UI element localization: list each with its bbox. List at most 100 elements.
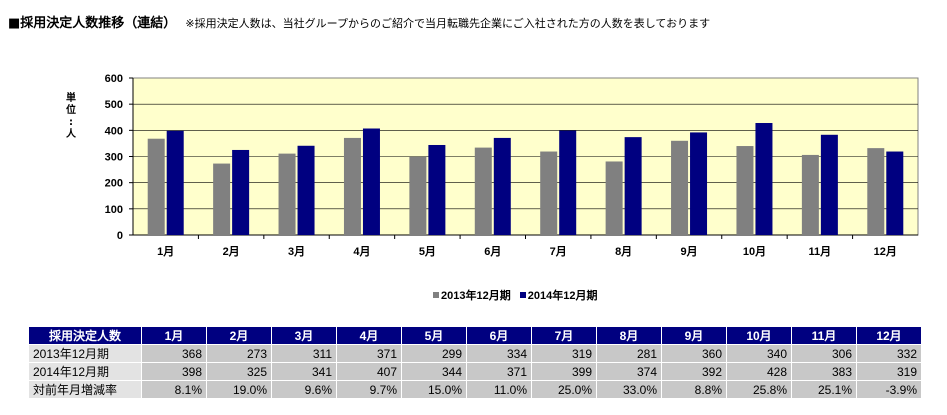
bar-2013: [671, 140, 689, 235]
y-tick-label: 400: [105, 125, 123, 137]
title-row: ■採用決定人数推移（連結） ※採用決定人数は、当社グループからのご紹介で当月転職…: [8, 12, 710, 31]
x-tick-label: 12月: [874, 245, 897, 258]
table-cell: 371: [336, 344, 402, 363]
column-header: 8月: [596, 326, 662, 345]
table-cell: 25.8%: [726, 380, 792, 399]
table-cell: 341: [271, 362, 337, 381]
chart-title: ■採用決定人数推移（連結）: [8, 16, 177, 31]
legend-swatch-2013: [433, 292, 439, 298]
x-tick-label: 10月: [743, 245, 766, 258]
bar-2013: [736, 146, 754, 235]
x-tick-label: 2月: [223, 245, 240, 258]
bar-2013: [474, 147, 492, 235]
column-header: 6月: [466, 326, 532, 345]
table-cell: 392: [661, 362, 727, 381]
legend-label-2014: 2014年12月期: [527, 290, 598, 302]
table-cell: 33.0%: [596, 380, 662, 399]
table-cell: 344: [401, 362, 467, 381]
y-tick-label: 0: [117, 230, 123, 242]
table-cell: 374: [596, 362, 662, 381]
y-axis-label-char: 位: [66, 105, 76, 116]
table-cell: 19.0%: [206, 380, 272, 399]
column-header: 11月: [791, 326, 857, 345]
table-cell: 299: [401, 344, 467, 363]
x-tick-label: 7月: [550, 245, 567, 258]
y-tick-label: 500: [105, 99, 123, 111]
table-cell: 306: [791, 344, 857, 363]
row-label: 2014年12月期: [28, 362, 142, 381]
column-header: 1月: [141, 326, 207, 345]
x-tick-label: 8月: [615, 245, 632, 258]
bar-2013: [213, 163, 231, 235]
table-header-row: 採用決定人数 1月 2月 3月 4月 5月 6月 7月 8月 9月 10月 11…: [28, 326, 922, 345]
legend-item-2013: 2013年12月期: [433, 290, 514, 302]
bar-2014: [232, 149, 250, 235]
table-cell: 11.0%: [466, 380, 532, 399]
bar-2014: [624, 137, 642, 235]
y-axis-label-char: 単: [66, 93, 76, 104]
table-cell: -3.9%: [856, 380, 922, 399]
table-cell: 9.6%: [271, 380, 337, 399]
y-axis-label: 単 位 : 人: [64, 93, 78, 141]
bar-2014: [559, 130, 577, 235]
table-cell: 9.7%: [336, 380, 402, 399]
row-label: 2013年12月期: [28, 344, 142, 363]
table-cell: 15.0%: [401, 380, 467, 399]
column-header: 10月: [726, 326, 792, 345]
column-header: 5月: [401, 326, 467, 345]
row-label: 対前年月増減率: [28, 380, 142, 399]
table-cell: 25.0%: [531, 380, 597, 399]
table-cell: 319: [856, 362, 922, 381]
x-tick-label: 4月: [353, 245, 370, 258]
table-cell: 332: [856, 344, 922, 363]
x-tick-label: 9月: [680, 245, 697, 258]
y-tick-label: 600: [105, 73, 123, 85]
data-table: 採用決定人数 1月 2月 3月 4月 5月 6月 7月 8月 9月 10月 11…: [28, 326, 922, 399]
column-header: 3月: [271, 326, 337, 345]
table-cell: 25.1%: [791, 380, 857, 399]
bar-2014: [820, 134, 838, 235]
table-row: 対前年月増減率 8.1% 19.0% 9.6% 9.7% 15.0% 11.0%…: [28, 380, 922, 399]
bar-2014: [755, 123, 773, 235]
table-cell: 281: [596, 344, 662, 363]
bar-2014: [362, 128, 380, 235]
bar-2013: [867, 148, 885, 235]
bar-2013: [409, 156, 427, 235]
table-cell: 325: [206, 362, 272, 381]
legend-label-2013: 2013年12月期: [441, 290, 511, 302]
bar-2014: [297, 145, 315, 235]
table-cell: 428: [726, 362, 792, 381]
table-cell: 368: [141, 344, 207, 363]
column-header: 4月: [336, 326, 402, 345]
table-cell: 340: [726, 344, 792, 363]
table-cell: 371: [466, 362, 532, 381]
column-header: 12月: [856, 326, 922, 345]
y-tick-label: 100: [105, 204, 123, 216]
x-tick-label: 1月: [157, 245, 174, 258]
column-header: 7月: [531, 326, 597, 345]
column-header: 9月: [661, 326, 727, 345]
bar-2014: [886, 151, 904, 235]
table-cell: 399: [531, 362, 597, 381]
table-cell: 8.8%: [661, 380, 727, 399]
table-row: 2014年12月期 398 325 341 407 344 371 399 37…: [28, 362, 922, 381]
bar-2014: [166, 130, 184, 235]
table-corner-header: 採用決定人数: [28, 326, 142, 345]
table-cell: 360: [661, 344, 727, 363]
table-cell: 398: [141, 362, 207, 381]
bar-2014: [690, 132, 708, 235]
bar-2013: [605, 161, 623, 235]
bar-2013: [540, 151, 558, 235]
y-axis-label-char: 人: [66, 129, 76, 140]
bar-2014: [493, 137, 511, 235]
table-cell: 8.1%: [141, 380, 207, 399]
legend: 2013年12月期 2014年12月期: [433, 287, 604, 303]
column-header: 2月: [206, 326, 272, 345]
chart-note: ※採用決定人数は、当社グループからのご紹介で当月転職先企業にご入社された方の人数…: [185, 17, 711, 30]
bar-chart: 0 100 200 300 400 500 600 1月 2月 3月 4月 5月 6月 7月 8月 9月 10月…: [105, 73, 919, 258]
y-axis-label-char: :: [69, 117, 73, 128]
x-tick-label: 11月: [809, 245, 832, 258]
bar-2013: [278, 153, 296, 235]
x-tick-label: 5月: [419, 245, 436, 258]
table-cell: 319: [531, 344, 597, 363]
